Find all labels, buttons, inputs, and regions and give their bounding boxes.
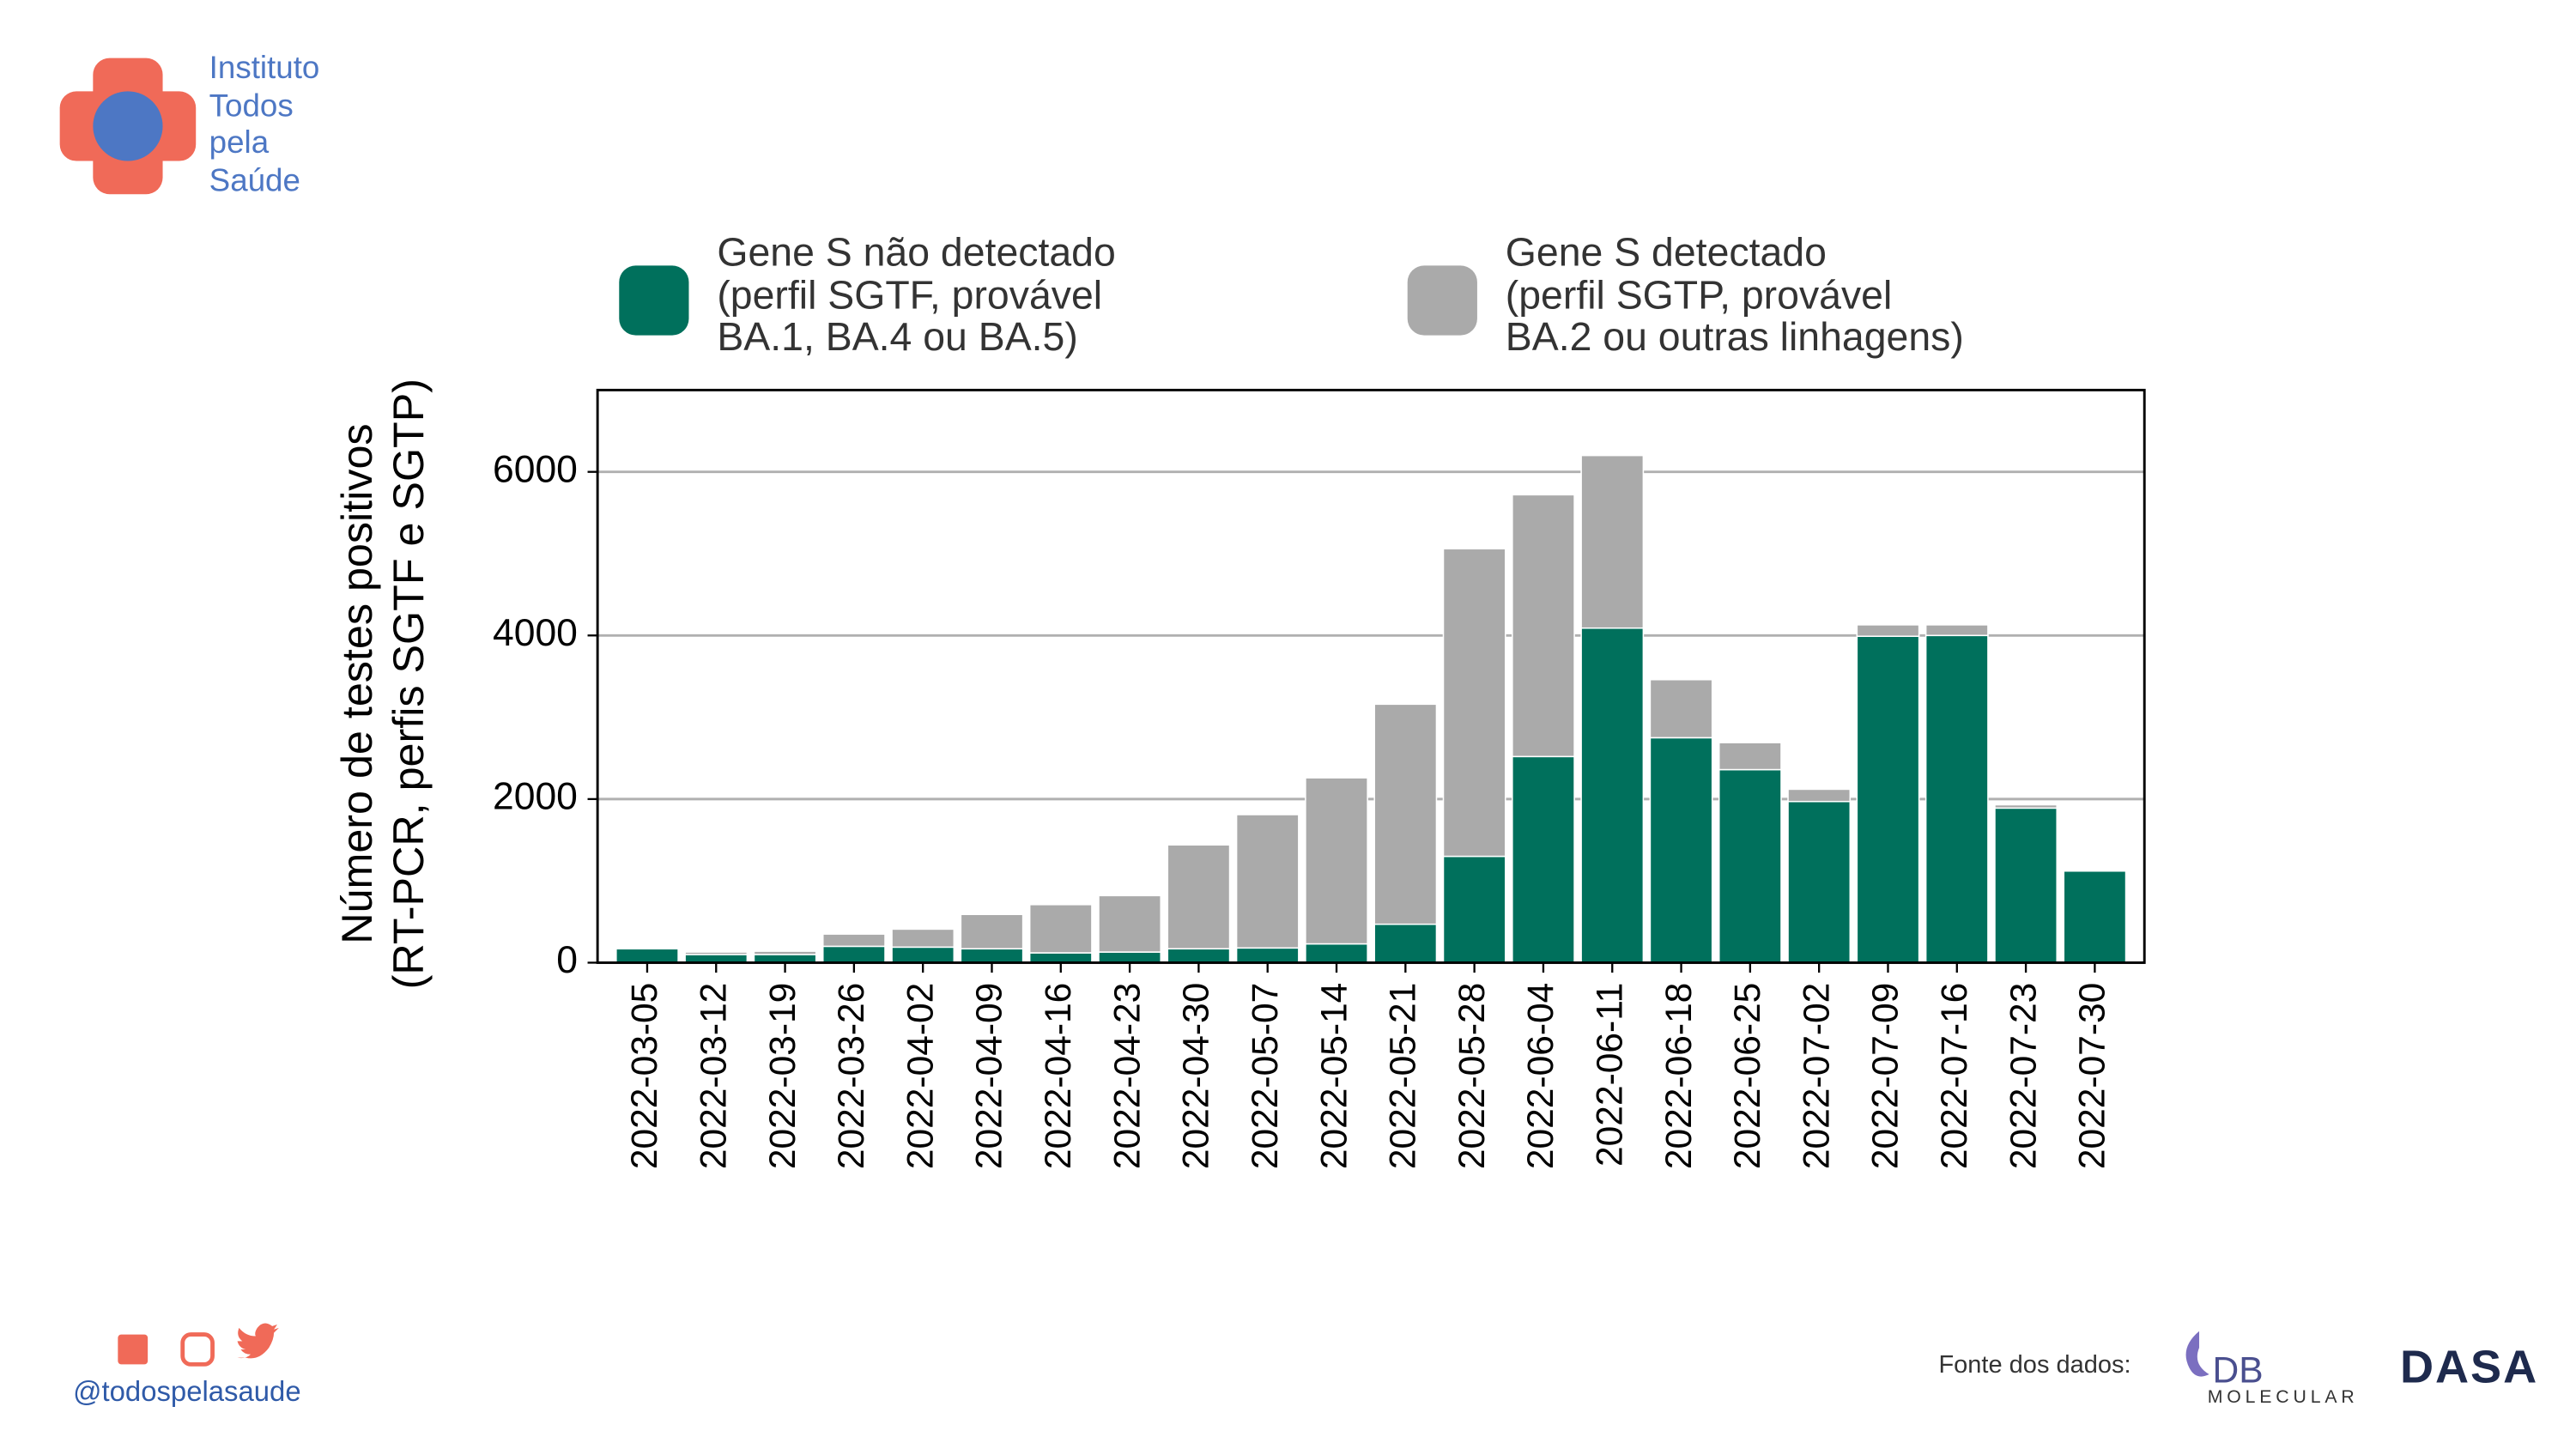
source-logo-dasa-box: DASA [2399, 1341, 2539, 1393]
x-tick-label: 2022-03-26 [831, 983, 872, 1169]
x-tick-label: 2022-05-28 [1452, 983, 1493, 1169]
bar-segment [1787, 788, 1852, 803]
legend-label: Gene S não detectado (perfil SGTF, prová… [717, 232, 1116, 361]
bar-segment [1649, 737, 1713, 964]
bar-segment [1994, 803, 2058, 809]
x-tick-label: 2022-07-16 [1934, 983, 1975, 1169]
bar-segment [821, 933, 886, 948]
x-tick-label: 2022-07-23 [2003, 983, 2044, 1169]
x-tick-label: 2022-04-16 [1038, 983, 1079, 1169]
x-tick-label: 2022-05-21 [1383, 983, 1424, 1169]
bar-segment [1856, 624, 1920, 638]
plot-frame [596, 388, 2146, 964]
bar-segment [615, 947, 679, 950]
source-label: Fonte dos dados: [1938, 1350, 2131, 1379]
x-tick-label: 2022-05-07 [1245, 983, 1286, 1169]
y-tick-label: 0 [556, 939, 578, 981]
bar-segment [753, 950, 817, 955]
legend-label: Gene S detectado (perfil SGTP, provável … [1505, 232, 1964, 361]
bar-segment [1167, 844, 1231, 950]
x-tick-label: 2022-07-30 [2072, 983, 2113, 1169]
db-logo-mark [2185, 1331, 2209, 1377]
bar-segment [1580, 627, 1645, 964]
legend-swatch [1407, 265, 1477, 336]
source-label-box: Fonte dos dados: [1938, 1350, 2131, 1379]
source-logo-molecular-box: MOLECULAR [2207, 1387, 2359, 1408]
y-tick-label: 4000 [493, 612, 578, 654]
logo-circle [93, 91, 163, 161]
bar-segment [1994, 807, 2058, 964]
x-tick-label: 2022-04-23 [1106, 983, 1148, 1169]
bar-segment [1924, 624, 1989, 637]
bar-segment [1924, 634, 1989, 964]
source-logo-molecular: MOLECULAR [2207, 1387, 2359, 1408]
y-tick-label: 2000 [493, 776, 578, 818]
x-tick-label: 2022-07-02 [1796, 983, 1837, 1169]
bar-segment [821, 945, 886, 964]
bar-segment [1442, 855, 1506, 964]
bar-segment [1718, 768, 1782, 964]
bar-segment [1442, 548, 1506, 858]
x-tick-label: 2022-03-19 [762, 983, 803, 1169]
instagram-icon[interactable] [180, 1332, 215, 1367]
x-tick-label: 2022-06-04 [1520, 983, 1561, 1169]
bar-segment [1235, 814, 1300, 949]
source-logo-db-box: DB [2212, 1349, 2264, 1391]
y-tick-label: 6000 [493, 448, 578, 490]
bar-segment [1235, 947, 1300, 964]
legend-label-box: Gene S detectado (perfil SGTP, provável … [1505, 232, 1964, 361]
logo-text: Instituto Todos pela Saúde [209, 51, 320, 199]
y-axis-label-box: Número de testes positivos (RT-PCR, perf… [331, 378, 433, 990]
bar-segment [1305, 777, 1368, 945]
bar-segment [1649, 678, 1713, 739]
source-logo-db: DB [2212, 1349, 2264, 1391]
bar-segment [684, 951, 749, 955]
bar-segment [1373, 703, 1438, 925]
y-axis-label: Número de testes positivos (RT-PCR, perf… [331, 378, 433, 990]
social-icons [118, 1323, 279, 1367]
bar-segment [1787, 800, 1852, 964]
bar-segment [1305, 943, 1368, 964]
x-tick-label: 2022-04-02 [900, 983, 941, 1169]
x-tick-label: 2022-05-14 [1313, 983, 1355, 1169]
social-handle: @todospelasaude [73, 1375, 301, 1408]
bar-segment [1098, 894, 1162, 953]
legend-swatch [619, 265, 689, 336]
bar-segment [2063, 870, 2127, 964]
bar-segment [1028, 904, 1093, 954]
x-tick-label: 2022-04-09 [969, 983, 1010, 1169]
social-handle-box: @todospelasaude [73, 1375, 301, 1408]
x-tick-label: 2022-03-12 [693, 983, 734, 1169]
bar-segment [1512, 494, 1575, 758]
bar-segment [1028, 952, 1093, 964]
bar-segment [615, 948, 679, 964]
x-tick-label: 2022-06-11 [1589, 983, 1630, 1167]
bar-segment [1718, 742, 1782, 771]
x-tick-label: 2022-06-25 [1727, 983, 1768, 1169]
facebook-icon[interactable] [118, 1334, 148, 1365]
bar-segment [1373, 923, 1438, 964]
x-tick-label: 2022-04-30 [1176, 983, 1217, 1169]
bar-segment [1167, 948, 1231, 964]
bar-segment [1512, 755, 1575, 964]
bar-segment [960, 948, 1024, 964]
logo [59, 58, 197, 195]
x-tick-label: 2022-07-09 [1865, 983, 1906, 1169]
source-logo-dasa: DASA [2399, 1341, 2539, 1393]
twitter-icon[interactable] [237, 1323, 279, 1359]
bar-segment [1098, 951, 1162, 964]
bar-segment [1580, 454, 1645, 629]
x-tick-label: 2022-06-18 [1658, 983, 1700, 1169]
bar-segment [891, 946, 955, 964]
bar-segment [891, 928, 955, 949]
bar-segment [1856, 635, 1920, 964]
x-tick-label: 2022-03-05 [624, 983, 665, 1169]
bar-segment [960, 913, 1024, 950]
legend-label-box: Gene S não detectado (perfil SGTF, prová… [717, 232, 1116, 361]
logo-text-box: Instituto Todos pela Saúde [209, 51, 320, 199]
